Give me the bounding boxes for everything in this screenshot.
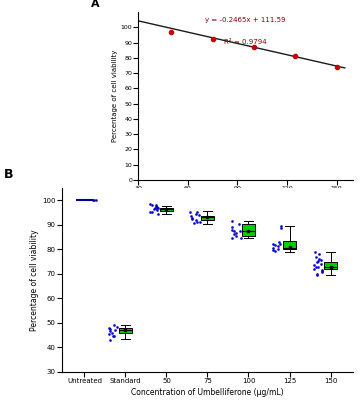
Point — [313, 254, 318, 260]
Point — [112, 327, 118, 334]
Point — [315, 264, 321, 270]
Point — [270, 240, 276, 247]
X-axis label: Concentration of UMB (μg/mL): Concentration of UMB (μg/mL) — [193, 194, 299, 200]
Point — [229, 235, 235, 241]
Point — [276, 243, 281, 250]
Point — [312, 249, 318, 256]
Point — [270, 247, 276, 253]
Point — [316, 250, 321, 257]
Point — [188, 213, 194, 219]
Point — [106, 331, 112, 338]
Point — [196, 212, 202, 218]
FancyBboxPatch shape — [283, 241, 296, 249]
Y-axis label: Percentage of cell viability: Percentage of cell viability — [30, 229, 39, 331]
Point — [311, 261, 317, 268]
Point — [314, 271, 320, 277]
Point — [238, 234, 244, 241]
Point — [187, 209, 193, 215]
Point — [149, 209, 155, 216]
Point — [320, 269, 325, 276]
Point — [276, 239, 282, 246]
Point — [111, 322, 117, 328]
Point — [193, 211, 199, 217]
Point — [234, 230, 240, 236]
Point — [231, 231, 237, 237]
Point — [111, 332, 116, 339]
Point — [319, 268, 325, 274]
Point — [193, 217, 199, 224]
Point — [318, 257, 324, 263]
Point — [313, 264, 318, 270]
Point — [189, 216, 195, 222]
Point — [93, 197, 99, 204]
Point — [237, 228, 243, 234]
Point — [272, 248, 278, 254]
X-axis label: Concentration of Umbelliferone (μg/mL): Concentration of Umbelliferone (μg/mL) — [131, 388, 284, 398]
Text: y = -0.2465x + 111.59: y = -0.2465x + 111.59 — [205, 17, 286, 23]
Point — [229, 224, 235, 230]
Point — [229, 218, 235, 224]
Point — [107, 336, 113, 343]
Point — [318, 260, 324, 267]
Point — [311, 266, 317, 272]
Point — [314, 272, 320, 278]
Point — [115, 324, 120, 330]
FancyBboxPatch shape — [324, 262, 337, 269]
Point — [147, 208, 153, 215]
Point — [106, 325, 112, 331]
Y-axis label: Percentage of cell viability: Percentage of cell viability — [112, 50, 118, 142]
Point — [229, 227, 234, 233]
Point — [147, 201, 153, 208]
Point — [275, 246, 281, 252]
Point — [155, 211, 161, 217]
Point — [236, 220, 242, 227]
Point — [272, 242, 278, 248]
Point — [107, 326, 113, 333]
Point — [318, 267, 324, 273]
Point — [154, 207, 160, 214]
Point — [278, 225, 284, 231]
Point — [270, 245, 276, 251]
Point — [110, 333, 116, 339]
Point — [277, 241, 283, 248]
Point — [154, 203, 159, 209]
Point — [194, 218, 200, 225]
Text: R² = 0.9794: R² = 0.9794 — [224, 39, 267, 45]
Point — [154, 204, 159, 211]
Point — [278, 223, 284, 230]
Point — [315, 258, 321, 264]
Point — [155, 205, 161, 212]
Point — [316, 256, 322, 262]
Point — [197, 219, 202, 225]
Point — [189, 214, 195, 221]
FancyBboxPatch shape — [201, 216, 214, 220]
Point — [231, 228, 237, 235]
Point — [233, 232, 239, 239]
FancyBboxPatch shape — [242, 224, 255, 236]
FancyBboxPatch shape — [160, 208, 173, 211]
Text: B: B — [4, 168, 13, 181]
Point — [194, 209, 200, 216]
Point — [191, 220, 197, 226]
FancyBboxPatch shape — [119, 328, 132, 333]
Point — [151, 206, 157, 212]
Point — [149, 202, 155, 208]
Point — [154, 203, 160, 210]
Point — [107, 328, 113, 334]
Point — [90, 197, 96, 204]
Point — [152, 205, 158, 212]
Point — [314, 259, 320, 266]
Point — [153, 202, 159, 208]
Point — [109, 330, 115, 336]
Point — [91, 197, 97, 204]
Text: A: A — [91, 0, 100, 9]
